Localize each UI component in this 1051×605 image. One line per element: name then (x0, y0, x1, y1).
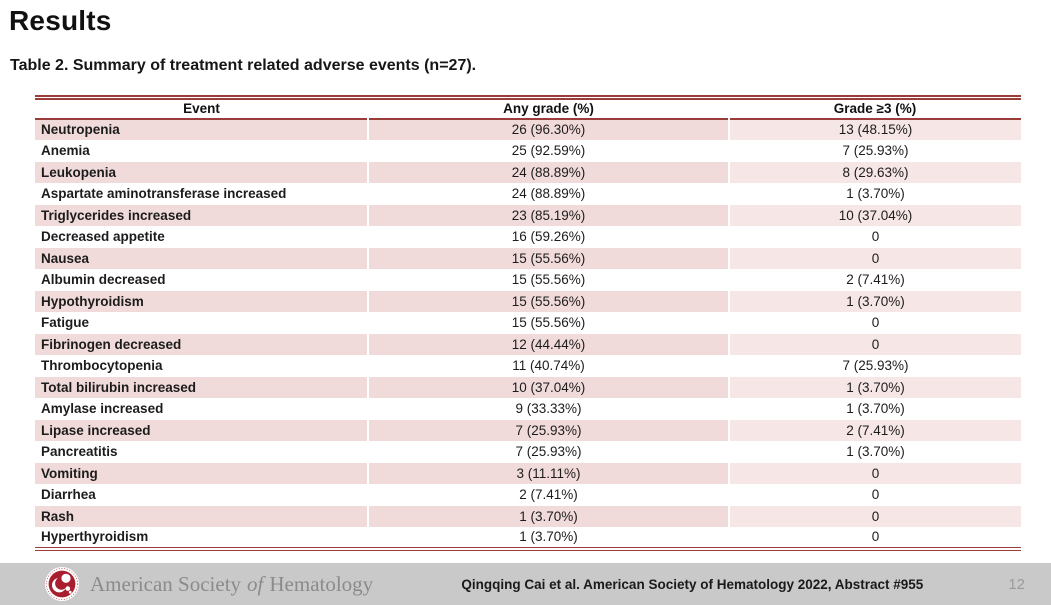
any-grade-cell: 7 (25.93%) (367, 441, 729, 463)
grade3-cell: 0 (728, 247, 1021, 269)
table-row: Neutropenia 26 (96.30%) 13 (48.15%) (35, 118, 1021, 140)
table-row: Hyperthyroidism 1 (3.70%) 0 (35, 527, 1021, 549)
any-grade-cell: 23 (85.19%) (367, 204, 729, 226)
table-row: Aspartate aminotransferase increased 24 (… (35, 183, 1021, 205)
event-cell: Decreased appetite (41, 229, 165, 245)
event-cell: Hypothyroidism (35, 290, 368, 312)
table-row: Decreased appetite 16 (59.26%) 0 (35, 226, 1021, 248)
event-cell: Fatigue (41, 315, 90, 331)
any-grade-cell: 25 (92.59%) (367, 140, 729, 162)
table-row: Vomiting 3 (11.11%) 0 (35, 462, 1021, 484)
org-name-part2: Hematology (269, 571, 374, 596)
table-row: Nausea 15 (55.56%) 0 (35, 247, 1021, 269)
any-grade-cell: 12 (44.44%) (367, 333, 729, 355)
any-grade-cell: 15 (55.56%) (367, 247, 729, 269)
table-row: Anemia 25 (92.59%) 7 (25.93%) (35, 140, 1021, 162)
citation-text: Qingqing Cai et al. American Society of … (461, 576, 924, 592)
table-row: Rash 1 (3.70%) 0 (35, 505, 1021, 527)
table-header-row: Event Any grade (%) Grade ≥3 (%) (35, 97, 1021, 119)
table-row: Amylase increased 9 (33.33%) 1 (3.70%) (35, 398, 1021, 420)
column-header-event: Event (35, 97, 368, 119)
any-grade-cell: 24 (88.89%) (367, 161, 729, 183)
any-grade-cell: 24 (88.89%) (367, 183, 729, 205)
org-name-of: of (247, 571, 264, 596)
table-row: Diarrhea 2 (7.41%) 0 (35, 484, 1021, 506)
any-grade-cell: 16 (59.26%) (367, 226, 729, 248)
event-cell: Vomiting (35, 462, 368, 484)
adverse-events-table-container: Event Any grade (%) Grade ≥3 (%) Neutrop… (35, 95, 1021, 551)
grade3-cell: 7 (25.93%) (728, 140, 1021, 162)
event-cell: Neutropenia (35, 118, 368, 140)
event-cell: Hyperthyroidism (41, 529, 149, 545)
grade3-cell: 0 (728, 505, 1021, 527)
event-cell: Pancreatitis (41, 444, 118, 460)
page-title: Results (9, 5, 112, 36)
grade3-cell: 0 (728, 484, 1021, 506)
any-grade-cell: 26 (96.30%) (367, 118, 729, 140)
event-cell: Albumin decreased (41, 272, 166, 288)
grade3-cell: 10 (37.04%) (728, 204, 1021, 226)
table-row: Thrombocytopenia 11 (40.74%) 7 (25.93%) (35, 355, 1021, 377)
grade3-cell: 13 (48.15%) (728, 118, 1021, 140)
ash-logo-icon (45, 567, 79, 601)
table-caption: Table 2. Summary of treatment related ad… (10, 57, 477, 74)
any-grade-cell: 1 (3.70%) (367, 527, 729, 549)
table-row: Fibrinogen decreased 12 (44.44%) 0 (35, 333, 1021, 355)
grade3-cell: 0 (728, 462, 1021, 484)
any-grade-cell: 2 (7.41%) (367, 484, 729, 506)
grade3-cell: 0 (728, 527, 1021, 549)
grade3-cell: 0 (728, 333, 1021, 355)
grade3-cell: 1 (3.70%) (728, 398, 1021, 420)
any-grade-cell: 11 (40.74%) (367, 355, 729, 377)
grade3-cell: 1 (3.70%) (728, 290, 1021, 312)
table-row: Triglycerides increased 23 (85.19%) 10 (37… (35, 204, 1021, 226)
any-grade-cell: 15 (55.56%) (367, 269, 729, 291)
table-row: Hypothyroidism 15 (55.56%) 1 (3.70%) (35, 290, 1021, 312)
any-grade-cell: 10 (37.04%) (367, 376, 729, 398)
any-grade-cell: 7 (25.93%) (367, 419, 729, 441)
column-header-any-grade: Any grade (%) (368, 97, 729, 119)
table-row: Fatigue 15 (55.56%) 0 (35, 312, 1021, 334)
column-header-grade3: Grade ≥3 (%) (729, 97, 1021, 119)
grade3-cell: 7 (25.93%) (728, 355, 1021, 377)
grade3-cell: 1 (3.70%) (728, 376, 1021, 398)
event-cell: Lipase increased (35, 419, 368, 441)
table-row: Pancreatitis 7 (25.93%) 1 (3.70%) (35, 441, 1021, 463)
page-number: 12 (1008, 575, 1025, 593)
any-grade-cell: 1 (3.70%) (367, 505, 729, 527)
grade3-cell: 0 (728, 312, 1021, 334)
grade3-cell: 2 (7.41%) (728, 419, 1021, 441)
event-cell: Total bilirubin increased (35, 376, 368, 398)
table-row: Total bilirubin increased 10 (37.04%) 1 (3… (35, 376, 1021, 398)
grade3-cell: 8 (29.63%) (728, 161, 1021, 183)
event-cell: Nausea (35, 247, 368, 269)
event-cell: Aspartate aminotransferase increased (41, 186, 287, 202)
table-row: Albumin decreased 15 (55.56%) 2 (7.41%) (35, 269, 1021, 291)
any-grade-cell: 15 (55.56%) (367, 312, 729, 334)
any-grade-cell: 9 (33.33%) (367, 398, 729, 420)
slide-footer: American Society of Hematology Qingqing Ca… (0, 563, 1051, 605)
event-cell: Amylase increased (41, 401, 164, 417)
event-cell: Fibrinogen decreased (35, 333, 368, 355)
event-cell: Leukopenia (35, 161, 368, 183)
event-cell: Diarrhea (41, 487, 96, 503)
any-grade-cell: 3 (11.11%) (367, 462, 729, 484)
table-row: Lipase increased 7 (25.93%) 2 (7.41%) (35, 419, 1021, 441)
grade3-cell: 2 (7.41%) (728, 269, 1021, 291)
event-cell: Triglycerides increased (35, 204, 368, 226)
table-row: Leukopenia 24 (88.89%) 8 (29.63%) (35, 161, 1021, 183)
grade3-cell: 0 (728, 226, 1021, 248)
event-cell: Rash (35, 505, 368, 527)
event-cell: Anemia (41, 143, 90, 159)
any-grade-cell: 15 (55.56%) (367, 290, 729, 312)
event-cell: Thrombocytopenia (41, 358, 163, 374)
organization-name: American Society of Hematology (90, 572, 373, 597)
grade3-cell: 1 (3.70%) (728, 183, 1021, 205)
org-name-part1: American Society (90, 571, 242, 596)
adverse-events-table: Event Any grade (%) Grade ≥3 (%) Neutrop… (35, 95, 1021, 551)
grade3-cell: 1 (3.70%) (728, 441, 1021, 463)
